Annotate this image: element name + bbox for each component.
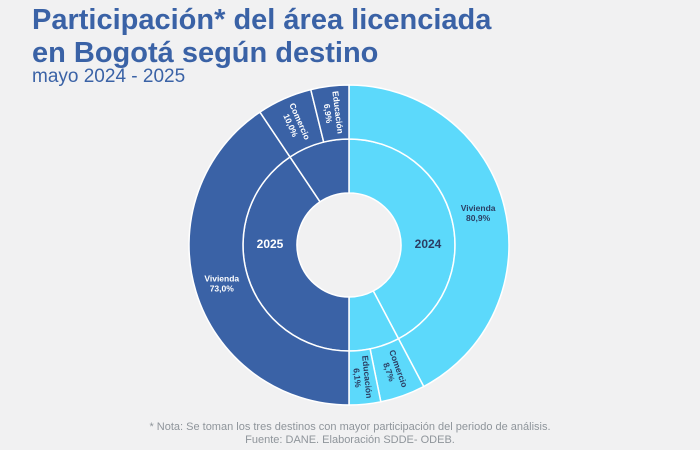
footnote-source: Fuente: DANE. Elaboración SDDE- ODEB. xyxy=(245,434,455,446)
slice-2025-vivienda xyxy=(188,111,350,406)
slice-2024-vivienda xyxy=(348,84,510,388)
chart-title: Participación* del área licenciada en Bo… xyxy=(32,4,491,70)
label-2024-vivienda: Vivienda 80,9% xyxy=(461,203,496,223)
chart-subtitle: mayo 2024 - 2025 xyxy=(32,66,186,87)
label-2025-vivienda: Vivienda 73,0% xyxy=(204,274,239,294)
chart-footnote: * Nota: Se toman los tres destinos con m… xyxy=(0,421,700,447)
footnote-note: * Nota: Se toman los tres destinos con m… xyxy=(149,421,551,433)
label-2024-educacion: Educación6,1% xyxy=(350,355,374,400)
chart-slices xyxy=(188,84,510,406)
year-label-2024: 2024 xyxy=(415,237,442,251)
slice-2025-educacion xyxy=(309,84,350,143)
chart-title-line-2: en Bogotá según destino xyxy=(32,37,379,69)
year-label-2025: 2025 xyxy=(257,237,284,251)
chart-title-line-1: Participación* del área licenciada xyxy=(32,4,492,36)
